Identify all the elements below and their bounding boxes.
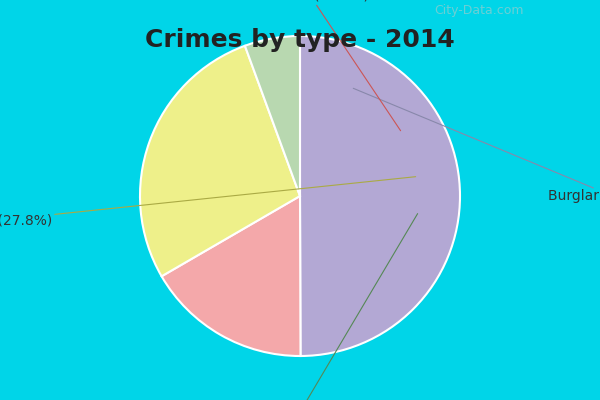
Wedge shape xyxy=(245,36,300,196)
Wedge shape xyxy=(300,36,460,356)
Wedge shape xyxy=(161,196,301,356)
Text: Auto thefts (5.6%): Auto thefts (5.6%) xyxy=(236,214,418,400)
Text: City-Data.com: City-Data.com xyxy=(434,4,524,17)
Text: Thefts (27.8%): Thefts (27.8%) xyxy=(0,177,416,227)
Text: Assaults (16.7%): Assaults (16.7%) xyxy=(252,0,401,131)
Wedge shape xyxy=(140,46,300,276)
Text: Burglaries (50.0%): Burglaries (50.0%) xyxy=(353,88,600,203)
Text: Crimes by type - 2014: Crimes by type - 2014 xyxy=(145,28,455,52)
